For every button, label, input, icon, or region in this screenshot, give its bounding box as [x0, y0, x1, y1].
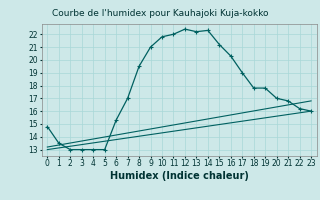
X-axis label: Humidex (Indice chaleur): Humidex (Indice chaleur) [110, 171, 249, 181]
Text: Courbe de l'humidex pour Kauhajoki Kuja-kokko: Courbe de l'humidex pour Kauhajoki Kuja-… [52, 9, 268, 19]
